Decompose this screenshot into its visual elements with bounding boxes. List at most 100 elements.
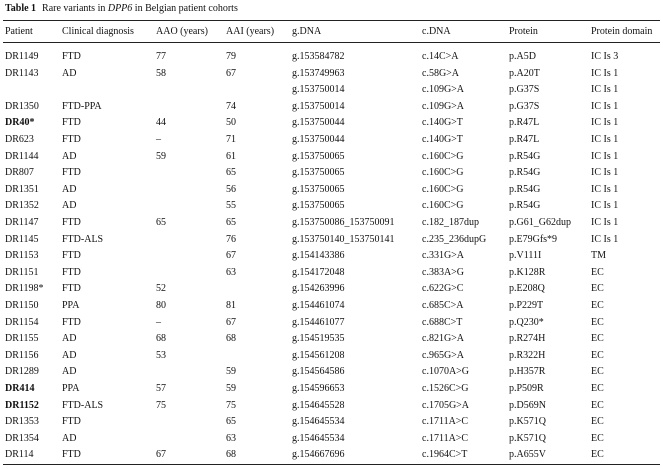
table-cell: g.153750044 xyxy=(292,117,345,129)
table-cell: EC xyxy=(591,449,604,461)
table-cell: AD xyxy=(62,349,77,361)
table-cell: 68 xyxy=(226,333,236,345)
table-cell: c.331G>A xyxy=(422,250,465,262)
table-cell: IC Is 1 xyxy=(591,183,619,195)
table-cell: AD xyxy=(62,183,77,195)
table-cell: IC Is 1 xyxy=(591,100,619,112)
table-cell: EC xyxy=(591,432,604,444)
column-header: AAI (years) xyxy=(226,26,275,37)
table-cell: EC xyxy=(591,383,604,394)
column-header: g.DNA xyxy=(292,26,322,37)
table-cell: c.1964C>T xyxy=(422,449,468,461)
table-cell: p.V111I xyxy=(509,250,542,262)
table-cell: c.821G>A xyxy=(422,333,465,345)
table-cell: 59 xyxy=(226,366,236,378)
table-cell: p.D569N xyxy=(509,399,546,411)
table-cell: 57 xyxy=(156,383,166,394)
table-cell: p.R274H xyxy=(509,333,546,345)
table-cell: p.R47L xyxy=(509,134,540,145)
table-cell: c.160C>G xyxy=(422,200,464,212)
table-cell: AD xyxy=(62,333,77,345)
table-cell: AD xyxy=(62,67,77,79)
table-cell: AD xyxy=(62,432,77,444)
table-cell: g.154645534 xyxy=(292,416,345,428)
table-cell: 61 xyxy=(226,150,236,162)
header-rule xyxy=(3,42,660,43)
table-cell: FTD-ALS xyxy=(62,399,104,411)
table-cell: DR1353 xyxy=(5,416,39,428)
table-cell: IC Is 1 xyxy=(591,134,619,145)
table-cell: p.Q230* xyxy=(509,316,544,328)
table-cell: IC Is 1 xyxy=(591,117,619,129)
table-cell: 81 xyxy=(226,300,236,311)
table-cell: p.R322H xyxy=(509,349,546,361)
table-cell: c.14C>A xyxy=(422,51,459,62)
table-cell: p.P509R xyxy=(509,383,544,394)
column-header: Protein domain xyxy=(591,26,653,37)
column-header: AAO (years) xyxy=(156,26,208,37)
table-cell: FTD xyxy=(62,217,81,228)
table-cell: IC Is 1 xyxy=(591,67,619,79)
table-cell: 75 xyxy=(226,399,236,411)
table-cell: g.153750140_153750141 xyxy=(292,233,395,245)
table-cell: PPA xyxy=(62,383,80,394)
table-cell: 53 xyxy=(156,349,166,361)
column-header: Protein xyxy=(509,26,538,37)
table-cell: FTD xyxy=(62,134,81,145)
table-cell: g.154596653 xyxy=(292,383,345,394)
table-cell: EC xyxy=(591,300,604,311)
table-cell: p.P229T xyxy=(509,300,544,311)
table-cell: p.A655V xyxy=(509,449,546,461)
table-cell: g.153750044 xyxy=(292,134,345,145)
table-cell: c.965G>A xyxy=(422,349,465,361)
table-cell: FTD xyxy=(62,266,81,278)
table-cell: DR1153 xyxy=(5,250,39,262)
table-cell: g.153750014 xyxy=(292,84,345,96)
table-cell: AD xyxy=(62,366,77,378)
table-cell: p.R54G xyxy=(509,200,541,212)
table-cell: DR1289 xyxy=(5,366,39,378)
table-cell: c.160C>G xyxy=(422,150,464,162)
table-cell: c.685C>A xyxy=(422,300,464,311)
table-cell: FTD xyxy=(62,167,81,179)
table-cell: c.688C>T xyxy=(422,316,463,328)
top-rule xyxy=(3,20,660,21)
table-cell: 56 xyxy=(226,183,236,195)
caption-label: Table 1 xyxy=(5,3,37,14)
caption-text: Rare variants in xyxy=(42,3,108,14)
table-cell: DR807 xyxy=(5,167,34,179)
table-cell: c.1070A>G xyxy=(422,366,470,378)
table-cell: DR1152 xyxy=(5,399,39,411)
table-cell: DR1150 xyxy=(5,300,39,311)
table-cell: EC xyxy=(591,283,604,295)
table-cell: FTD xyxy=(62,449,81,461)
table-cell: p.R47L xyxy=(509,117,540,129)
caption-gene: DPP6 xyxy=(107,3,133,14)
bottom-rule xyxy=(3,464,660,465)
caption-text: in Belgian patient cohorts xyxy=(132,3,238,14)
table-cell: 74 xyxy=(226,100,236,112)
table-cell: 68 xyxy=(156,333,166,345)
table-cell: DR1154 xyxy=(5,316,39,328)
table-cell: p.R54G xyxy=(509,167,541,179)
table-cell: c.1705G>A xyxy=(422,399,470,411)
table-cell: p.G37S xyxy=(509,100,540,112)
table-cell: 67 xyxy=(226,250,236,262)
table-cell: 44 xyxy=(156,117,166,129)
column-header: Clinical diagnosis xyxy=(62,26,134,37)
table-cell: AD xyxy=(62,150,77,162)
table-cell: IC Is 1 xyxy=(591,150,619,162)
table-cell: EC xyxy=(591,333,604,345)
table-cell: p.K128R xyxy=(509,266,546,278)
table-cell: g.153750065 xyxy=(292,200,345,212)
table-cell: DR1351 xyxy=(5,183,39,195)
table-cell: g.154263996 xyxy=(292,283,345,295)
table-cell: g.153750065 xyxy=(292,150,345,162)
table-cell: DR1156 xyxy=(5,349,39,361)
caption: Table 1 Rare variants in DPP6 in Belgian … xyxy=(5,3,238,15)
table-cell: FTD xyxy=(62,250,81,262)
table-cell: g.153750065 xyxy=(292,183,345,195)
table-cell: DR1352 xyxy=(5,200,39,212)
table-cell: p.A20T xyxy=(509,67,540,79)
